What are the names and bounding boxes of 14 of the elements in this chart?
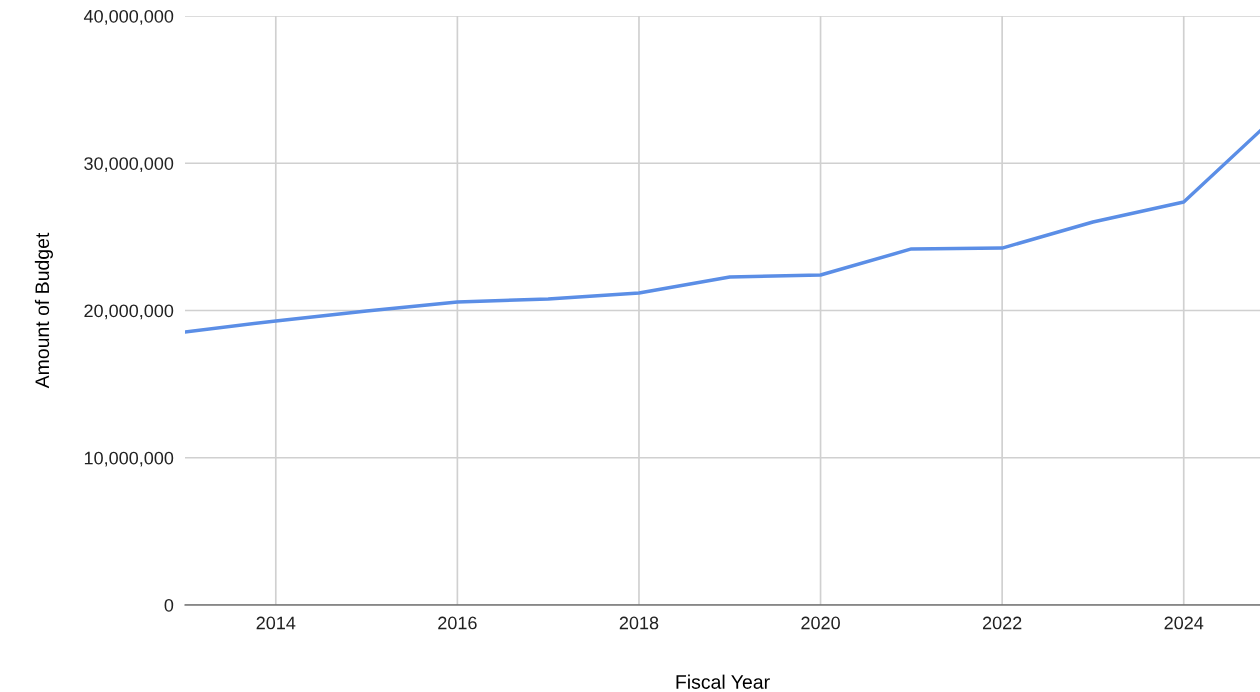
- line-series: [185, 129, 1260, 334]
- x-tick-label: 2020: [801, 616, 840, 630]
- y-tick-label: 40,000,000: [83, 9, 174, 25]
- x-axis-title: Fiscal Year: [676, 674, 770, 689]
- x-tick-label: 2022: [982, 616, 1022, 630]
- y-tick-label: 20,000,000: [84, 304, 174, 320]
- x-tick-label: 2024: [1164, 616, 1204, 630]
- y-tick-label: 0: [164, 598, 174, 612]
- x-tick-label: 2014: [256, 616, 296, 630]
- y-axis-title: Amount of Budget: [34, 232, 53, 389]
- x-tick-label: 2018: [619, 616, 659, 630]
- y-tick-label: 10,000,000: [84, 451, 174, 467]
- x-tick-label: 2016: [438, 616, 477, 630]
- y-tick-label: 30,000,000: [84, 157, 174, 173]
